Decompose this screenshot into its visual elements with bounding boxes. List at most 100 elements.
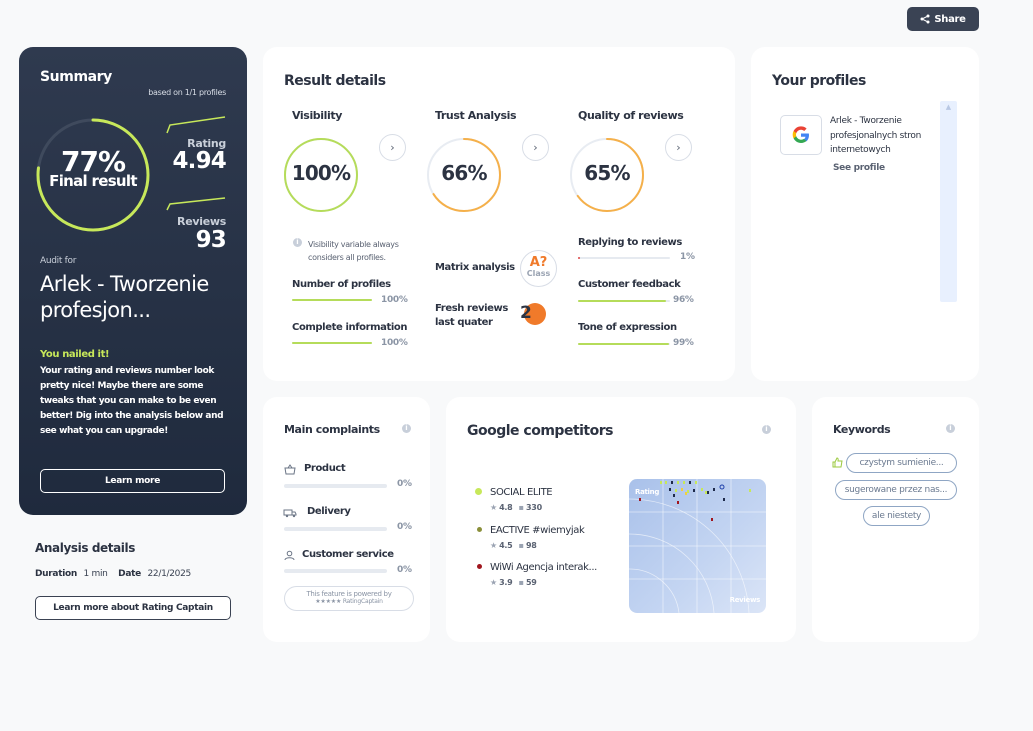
- profile-name: Arlek - Tworzenie profesjonalnych stron …: [830, 116, 922, 155]
- matrix-label: Matrix analysis: [435, 262, 515, 273]
- share-label: Share: [934, 13, 966, 25]
- quality-item-label: Replying to reviews: [578, 237, 682, 248]
- final-result-percent: 77%: [60, 145, 126, 178]
- competitor-color-dot: [477, 527, 482, 532]
- keyword-tag[interactable]: ale niestety: [863, 506, 930, 526]
- info-icon[interactable]: i: [946, 424, 955, 433]
- quality-item-pct: 99%: [673, 338, 694, 348]
- competitor-stats: ★ 3.9 ▪ 59: [490, 578, 537, 587]
- quality-item-label: Customer feedback: [578, 279, 681, 290]
- chevron-right-icon: ›: [676, 141, 681, 154]
- complaint-label: Product: [304, 463, 346, 474]
- competitor-rating: 4.8: [499, 503, 513, 512]
- analysis-meta: Duration 1 min Date 22/1/2025: [35, 569, 191, 579]
- trust-title: Trust Analysis: [435, 109, 517, 122]
- competitor-name[interactable]: SOCIAL ELITE: [490, 487, 553, 498]
- nailed-title: You nailed it!: [40, 349, 110, 360]
- fresh-reviews-dot: [524, 303, 546, 325]
- final-result-ring: [36, 118, 150, 232]
- rating-sparkline: [166, 116, 226, 134]
- duration-label: Duration: [35, 569, 77, 579]
- complaint-bar: [284, 527, 387, 531]
- result-details-card: Result details Visibility 100% › i Visib…: [263, 47, 735, 381]
- complaint-bar: [284, 569, 387, 573]
- share-icon: [920, 14, 930, 24]
- quality-item-pct: 96%: [673, 295, 694, 305]
- quality-percent: 65%: [584, 161, 630, 185]
- trust-next-button[interactable]: ›: [522, 134, 549, 161]
- star-icon: ★: [490, 578, 497, 587]
- rating-captain-logo: ★★★★★ RatingCaptain: [315, 598, 383, 605]
- share-button[interactable]: Share: [907, 7, 979, 31]
- matrix-grade: A?: [529, 255, 548, 270]
- summary-card: Summary based on 1/1 profiles 77% Final …: [19, 47, 247, 515]
- competitor-reviews: 59: [526, 578, 537, 587]
- see-profile-link[interactable]: See profile: [833, 163, 885, 173]
- google-competitors-title: Google competitors: [467, 423, 613, 439]
- quality-next-button[interactable]: ›: [665, 134, 692, 161]
- visibility-ring: [284, 138, 358, 212]
- scatter-y-label: Rating: [635, 488, 660, 496]
- competitor-rating: 3.9: [499, 578, 513, 587]
- based-on-label: based on 1/1 profiles: [148, 88, 226, 97]
- complaint-pct: 0%: [397, 565, 412, 575]
- vis-item-label: Number of profiles: [292, 279, 391, 290]
- complaint-pct: 0%: [397, 522, 412, 532]
- quality-item-bar: [578, 257, 670, 259]
- competitor-color-dot: [477, 564, 482, 569]
- competitor-rating: 4.5: [499, 541, 513, 550]
- trust-percent: 66%: [441, 161, 487, 185]
- profiles-scrollbar[interactable]: ▲: [940, 101, 957, 302]
- powered-by-badge: This feature is powered by ★★★★★ RatingC…: [284, 586, 414, 611]
- visibility-percent: 100%: [291, 161, 351, 185]
- visibility-next-button[interactable]: ›: [379, 134, 406, 161]
- comment-icon: ▪: [518, 503, 524, 512]
- competitor-scatter-map: Rating Reviews: [629, 479, 766, 613]
- chevron-right-icon: ›: [390, 141, 395, 154]
- main-complaints-title: Main complaints: [284, 423, 380, 436]
- chevron-right-icon: ›: [533, 141, 538, 154]
- basket-icon: [284, 464, 296, 475]
- vis-item-label: Complete information: [292, 322, 408, 333]
- scroll-up-icon[interactable]: ▲: [945, 103, 952, 111]
- summary-title: Summary: [40, 69, 112, 85]
- your-profiles-card: Your profiles Arlek - Tworzenie profesjo…: [751, 47, 979, 381]
- keywords-card: Keywords i czystym sumienie... sugerowan…: [812, 397, 979, 642]
- scatter-grid: [629, 479, 766, 613]
- complaint-bar: [284, 484, 387, 488]
- competitor-name[interactable]: WiWi Agencja interak...: [490, 562, 597, 573]
- star-icon: ★: [490, 541, 497, 550]
- vis-item-bar: [292, 342, 372, 344]
- audit-business-name: Arlek - Tworzenie profesjon...: [40, 272, 209, 322]
- final-result-label: Final result: [49, 172, 137, 190]
- nailed-text: Your rating and reviews number look pret…: [40, 366, 224, 436]
- info-icon[interactable]: i: [762, 425, 771, 434]
- date-value: 22/1/2025: [147, 569, 191, 579]
- keyword-tag[interactable]: sugerowane przez nas...: [835, 480, 957, 500]
- quality-title: Quality of reviews: [578, 109, 684, 122]
- keyword-tag[interactable]: czystym sumienie...: [846, 453, 957, 473]
- trust-ring: [427, 138, 501, 212]
- rating-value: 4.94: [172, 148, 226, 174]
- fresh-reviews-value: 2: [520, 303, 532, 323]
- matrix-class: Class: [526, 269, 551, 278]
- google-icon: [780, 115, 822, 155]
- star-icon: ★: [490, 503, 497, 512]
- vis-item-pct: 100%: [381, 295, 408, 305]
- complaint-pct: 0%: [397, 479, 412, 489]
- fresh-reviews-label: Fresh reviews last quater: [435, 303, 508, 328]
- competitor-stats: ★ 4.8 ▪ 330: [490, 503, 542, 512]
- learn-more-rating-captain-button[interactable]: Learn more about Rating Captain: [35, 596, 231, 620]
- reviews-sparkline: [166, 197, 226, 211]
- duration-value: 1 min: [83, 569, 108, 579]
- competitor-name[interactable]: EACTIVE #wiemyjak: [490, 525, 585, 536]
- keywords-title: Keywords: [833, 423, 891, 436]
- quality-item-bar: [578, 343, 670, 345]
- complaint-label: Delivery: [307, 506, 351, 517]
- visibility-note: Visibility variable always considers all…: [308, 240, 399, 262]
- main-complaints-card: Main complaints i Product 0% Delivery 0%…: [263, 397, 430, 642]
- info-icon[interactable]: i: [402, 424, 411, 433]
- complaint-label: Customer service: [302, 549, 394, 560]
- person-icon: [284, 550, 295, 561]
- learn-more-button[interactable]: Learn more: [40, 469, 225, 493]
